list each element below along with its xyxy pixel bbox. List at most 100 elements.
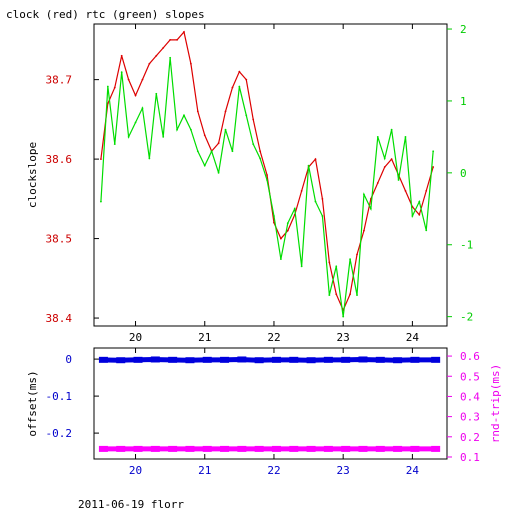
data-point (190, 62, 192, 65)
data-point (259, 150, 262, 153)
panel-frame-1 (93, 347, 448, 460)
data-point (279, 237, 282, 240)
x-tick-label: 20 (129, 331, 142, 344)
data-point (335, 265, 338, 268)
data-point (100, 200, 102, 203)
data-point (293, 207, 296, 210)
data-point (176, 128, 178, 131)
data-point (356, 294, 358, 296)
data-point (176, 38, 178, 41)
y-tick-label: 38.6 (46, 153, 73, 166)
data-point (418, 200, 421, 203)
y2-tick-label: 2 (460, 23, 467, 36)
data-point (425, 229, 428, 232)
data-point (162, 135, 165, 138)
series-line-clock (100, 30, 434, 312)
data-point (183, 114, 185, 117)
data-point (279, 258, 282, 261)
data-point (162, 46, 165, 49)
data-point (418, 213, 421, 216)
data-point (238, 70, 241, 73)
data-point (217, 142, 220, 145)
data-point (155, 92, 158, 95)
data-point (335, 293, 338, 296)
data-point (328, 261, 331, 264)
data-point (169, 38, 172, 41)
data-point (252, 143, 255, 145)
data-point (224, 128, 227, 131)
data-point (363, 229, 365, 232)
x-tick-label: 22 (267, 464, 280, 477)
x-tick-label: 20 (129, 464, 142, 477)
data-point (349, 293, 351, 296)
data-point (141, 107, 144, 110)
y-tick-label: 38.5 (46, 233, 73, 246)
data-point (113, 86, 116, 89)
data-point (169, 56, 172, 59)
x-tick-label: 21 (198, 464, 211, 477)
data-point (203, 134, 206, 137)
data-point (321, 215, 324, 217)
data-point (120, 54, 123, 57)
data-point (431, 356, 441, 363)
data-point (148, 157, 151, 160)
data-point (314, 158, 317, 161)
y-tick-label: 38.4 (46, 312, 73, 325)
y2-tick-label: 0.4 (460, 390, 480, 403)
data-point (245, 114, 248, 117)
data-point (307, 164, 310, 167)
data-point (321, 197, 324, 200)
data-point (203, 164, 206, 167)
data-point (113, 143, 116, 145)
data-point (134, 94, 137, 97)
data-point (259, 157, 262, 160)
footer-text: 2011-06-19 florr (78, 498, 184, 511)
data-point (183, 31, 185, 33)
data-point (231, 150, 234, 153)
y2-tick-label: 0.3 (460, 411, 480, 424)
data-point (404, 189, 407, 192)
y-axis-label: offset(ms) (26, 370, 39, 436)
data-point (376, 135, 379, 138)
data-point (217, 171, 220, 174)
y2-tick-label: -1 (460, 239, 473, 252)
data-point (342, 315, 345, 318)
data-point (100, 158, 102, 161)
data-point (273, 215, 275, 217)
data-point (431, 445, 441, 452)
y-axis-label: clockslope (26, 142, 39, 208)
data-point (390, 128, 393, 131)
data-point (411, 215, 414, 217)
y2-tick-label: -2 (460, 311, 473, 324)
y2-tick-label: 1 (460, 95, 467, 108)
data-point (369, 207, 372, 210)
data-point (363, 193, 365, 196)
series-line-rtc (100, 57, 434, 317)
data-point (383, 157, 386, 160)
x-tick-label: 23 (337, 464, 350, 477)
data-point (314, 200, 317, 203)
panel-frame-0 (93, 23, 448, 327)
data-point (300, 189, 303, 192)
x-tick-label: 22 (267, 331, 280, 344)
data-point (231, 86, 234, 89)
data-point (106, 85, 109, 88)
y2-tick-label: 0 (460, 167, 467, 180)
data-point (238, 85, 241, 88)
x-tick-label: 24 (406, 464, 420, 477)
y2-tick-label: 0.1 (460, 451, 480, 464)
data-point (245, 78, 248, 81)
data-point (120, 71, 123, 74)
y2-tick-label: 0.5 (460, 370, 480, 383)
series-band-offset (100, 356, 434, 363)
y-tick-label: -0.1 (46, 390, 73, 403)
data-point (286, 229, 289, 232)
data-point (196, 150, 199, 153)
x-tick-label: 21 (198, 331, 211, 344)
data-point (286, 222, 289, 225)
x-tick-label: 24 (406, 331, 420, 344)
data-point (404, 135, 407, 138)
x-tick-label: 23 (337, 331, 350, 344)
y-tick-label: 0 (65, 353, 72, 366)
